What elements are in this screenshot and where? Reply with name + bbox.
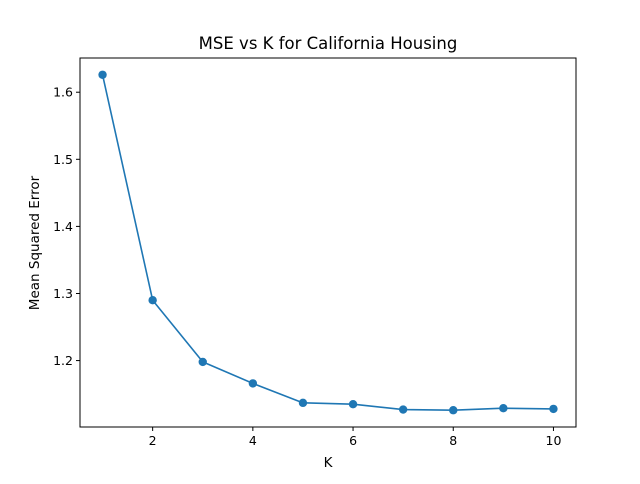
data-point bbox=[298, 398, 308, 408]
x-tick-label: 6 bbox=[349, 433, 357, 448]
plot-area: 2 4 6 8 10 1.2 1.3 1.4 1.5 1.6 bbox=[53, 57, 577, 448]
axes-frame bbox=[79, 57, 577, 428]
y-tick-label: 1.4 bbox=[53, 219, 73, 234]
chart-title: MSE vs K for California Housing bbox=[199, 34, 458, 53]
data-point bbox=[449, 406, 458, 415]
data-point bbox=[198, 357, 207, 367]
y-tick-label: 1.5 bbox=[53, 152, 73, 167]
x-tick-label: 4 bbox=[249, 433, 257, 448]
data-point bbox=[499, 404, 508, 413]
data-point bbox=[348, 399, 358, 409]
y-axis-label: Mean Squared Error bbox=[27, 175, 43, 310]
y-tick-label: 1.3 bbox=[53, 286, 73, 301]
x-axis-label: K bbox=[324, 455, 334, 471]
data-point bbox=[549, 404, 558, 414]
data-point bbox=[398, 405, 408, 414]
y-tick-label: 1.2 bbox=[53, 353, 73, 368]
x-tick-label: 8 bbox=[449, 433, 457, 448]
data-point bbox=[148, 296, 157, 305]
x-tick-label: 10 bbox=[546, 433, 562, 448]
y-tick-label: 1.6 bbox=[53, 85, 73, 100]
series-line bbox=[101, 73, 555, 412]
data-point bbox=[248, 379, 258, 388]
x-tick-label: 2 bbox=[149, 433, 157, 448]
data-point bbox=[98, 70, 107, 79]
